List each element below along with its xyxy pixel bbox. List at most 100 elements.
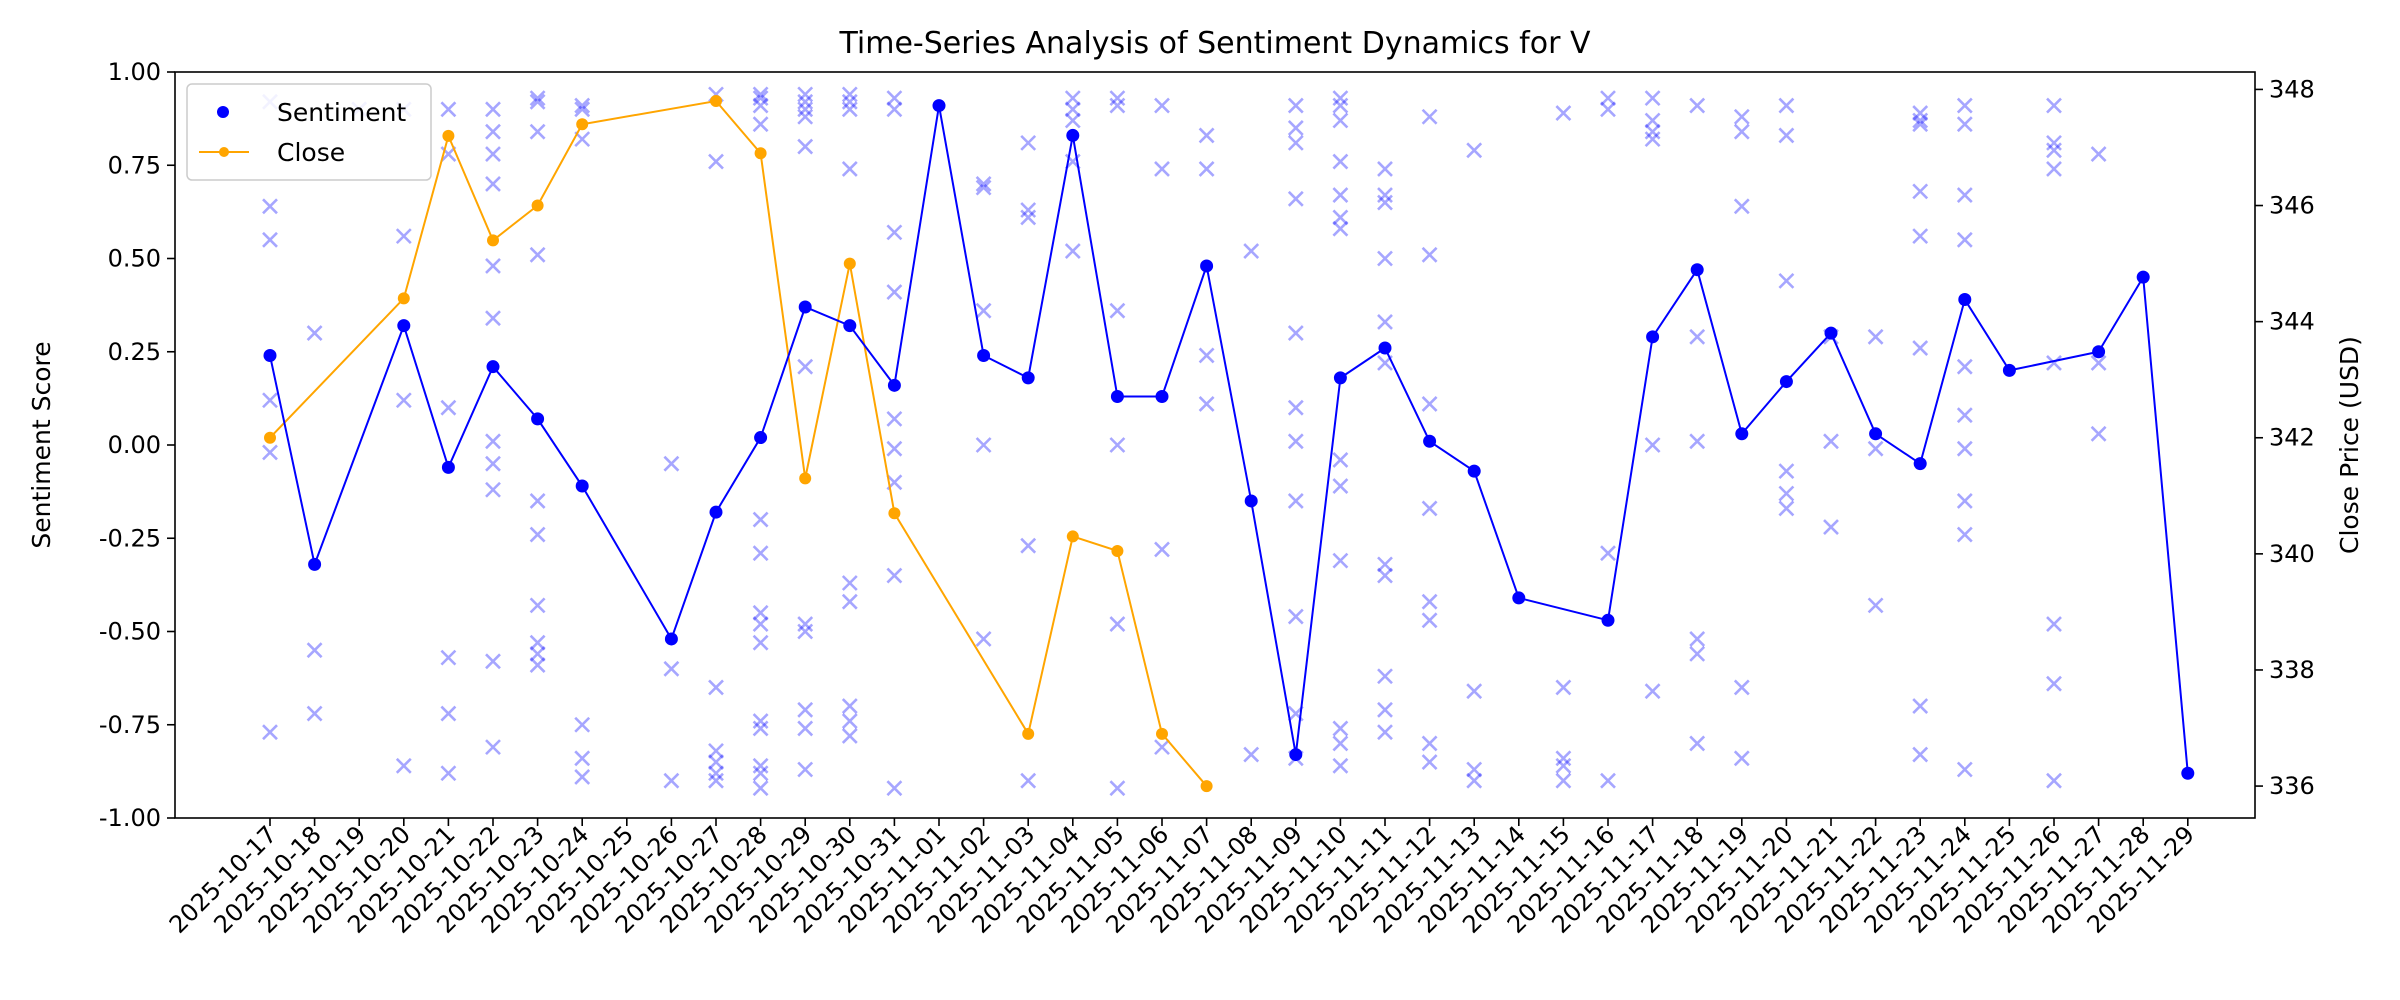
raw-sentiment-x-marker	[529, 493, 546, 509]
y2-tick-label: 344	[2269, 308, 2315, 336]
raw-sentiment-x-marker	[1421, 108, 1438, 125]
raw-sentiment-x-marker	[797, 138, 814, 155]
raw-sentiment-x-marker	[440, 705, 457, 722]
raw-sentiment-x-marker	[708, 153, 724, 170]
raw-sentiment-x-marker	[574, 97, 591, 114]
sentiment-point	[531, 412, 545, 426]
raw-sentiment-x-marker	[1644, 131, 1661, 148]
sentiment-point	[1869, 427, 1883, 441]
raw-sentiment-x-marker	[485, 146, 501, 162]
sentiment-point	[1066, 128, 1080, 142]
close-point	[1066, 530, 1079, 543]
raw-sentiment-x-marker	[1421, 612, 1438, 629]
raw-sentiment-x-marker	[485, 101, 501, 118]
raw-sentiment-x-marker	[485, 123, 501, 140]
raw-sentiment-x-marker	[1332, 209, 1349, 226]
raw-sentiment-x-marker	[1198, 161, 1215, 177]
sentiment-point	[1958, 293, 1972, 307]
sentiment-point	[1913, 457, 1927, 471]
raw-sentiment-x-marker	[752, 616, 769, 632]
raw-sentiment-x-marker	[1600, 772, 1616, 789]
raw-sentiment-x-marker	[529, 526, 546, 543]
raw-sentiment-x-marker	[1154, 97, 1170, 114]
y-tick-label: -0.75	[99, 711, 161, 739]
close-point	[1156, 727, 1168, 740]
raw-sentiment-x-marker	[1733, 198, 1750, 215]
raw-sentiment-x-marker	[1332, 220, 1349, 237]
raw-sentiment-x-marker	[975, 302, 992, 319]
raw-sentiment-x-marker	[1466, 772, 1483, 789]
raw-sentiment-x-marker	[485, 455, 501, 472]
raw-sentiment-x-marker	[886, 101, 903, 118]
raw-sentiment-x-marker	[2046, 161, 2062, 177]
raw-sentiment-x-marker	[1332, 478, 1349, 494]
raw-sentiment-x-marker	[1064, 243, 1081, 259]
raw-sentiment-x-marker	[1332, 552, 1349, 569]
sentiment-point	[1512, 591, 1526, 605]
raw-sentiment-x-marker	[1421, 500, 1438, 517]
raw-sentiment-x-marker	[1377, 187, 1393, 204]
raw-sentiment-x-marker	[886, 440, 903, 457]
raw-sentiment-x-marker	[1154, 161, 1170, 177]
raw-sentiment-x-marker	[1287, 190, 1304, 207]
raw-sentiment-x-marker	[262, 444, 278, 461]
raw-sentiment-x-marker	[485, 481, 501, 498]
raw-sentiment-x-marker	[262, 231, 278, 248]
raw-sentiment-x-marker	[1198, 347, 1215, 364]
raw-sentiment-x-marker	[663, 772, 680, 789]
raw-sentiment-x-marker	[1867, 440, 1884, 457]
raw-sentiment-x-marker	[752, 634, 769, 651]
raw-sentiment-x-marker	[797, 616, 814, 632]
raw-sentiment-x-marker	[1644, 90, 1661, 107]
raw-sentiment-x-marker	[841, 593, 858, 610]
raw-sentiment-x-marker	[1733, 108, 1750, 125]
raw-sentiment-x-marker	[1466, 761, 1483, 778]
raw-sentiment-x-marker	[1466, 142, 1483, 159]
raw-sentiment-x-marker	[2090, 355, 2107, 371]
close-point	[799, 472, 812, 485]
y-tick-label: 0.25	[108, 338, 161, 366]
y-tick-label: -1.00	[99, 804, 161, 832]
raw-sentiment-x-marker	[1912, 698, 1929, 715]
raw-sentiment-x-marker	[841, 728, 858, 744]
raw-sentiment-x-marker	[2046, 97, 2062, 114]
raw-sentiment-x-marker	[1956, 187, 1973, 204]
raw-sentiment-x-marker	[529, 93, 546, 110]
y-tick-label: -0.50	[99, 618, 161, 646]
raw-sentiment-x-marker	[1912, 228, 1929, 245]
raw-sentiment-x-marker	[440, 649, 457, 666]
raw-sentiment-x-marker	[1154, 739, 1170, 756]
sentiment-point	[308, 557, 322, 571]
close-point	[888, 507, 901, 520]
raw-sentiment-x-marker	[440, 399, 457, 416]
raw-sentiment-x-marker	[797, 358, 814, 375]
raw-sentiment-x-marker	[1956, 116, 1973, 133]
raw-sentiment-x-marker	[485, 433, 501, 450]
raw-sentiment-x-marker	[752, 780, 769, 797]
raw-sentiment-x-marker	[663, 660, 680, 677]
raw-sentiment-x-marker	[306, 325, 323, 342]
raw-sentiment-x-marker	[529, 657, 546, 673]
raw-sentiment-x-marker	[975, 179, 992, 196]
raw-sentiment-x-marker	[529, 246, 546, 263]
raw-sentiment-x-marker	[1020, 537, 1037, 554]
raw-sentiment-x-marker	[485, 175, 501, 192]
sentiment-point	[1601, 613, 1615, 627]
raw-sentiment-x-marker	[1689, 97, 1706, 114]
sentiment-point	[1735, 427, 1749, 441]
raw-sentiment-x-marker	[1778, 272, 1795, 289]
raw-sentiment-x-marker	[841, 698, 858, 715]
raw-sentiment-x-marker	[1421, 593, 1438, 610]
raw-sentiment-x-marker	[2046, 355, 2062, 371]
raw-sentiment-x-marker	[841, 161, 858, 177]
raw-sentiment-x-marker	[797, 93, 814, 110]
raw-sentiment-x-marker	[1020, 209, 1037, 226]
raw-sentiment-x-marker	[1332, 97, 1349, 114]
raw-sentiment-x-marker	[1778, 127, 1795, 144]
sentiment-line	[269, 105, 2189, 774]
y2-tick-label: 342	[2269, 424, 2315, 452]
sentiment-point	[263, 348, 277, 362]
sentiment-point	[2002, 363, 2016, 377]
legend-sentiment-marker	[217, 106, 229, 118]
